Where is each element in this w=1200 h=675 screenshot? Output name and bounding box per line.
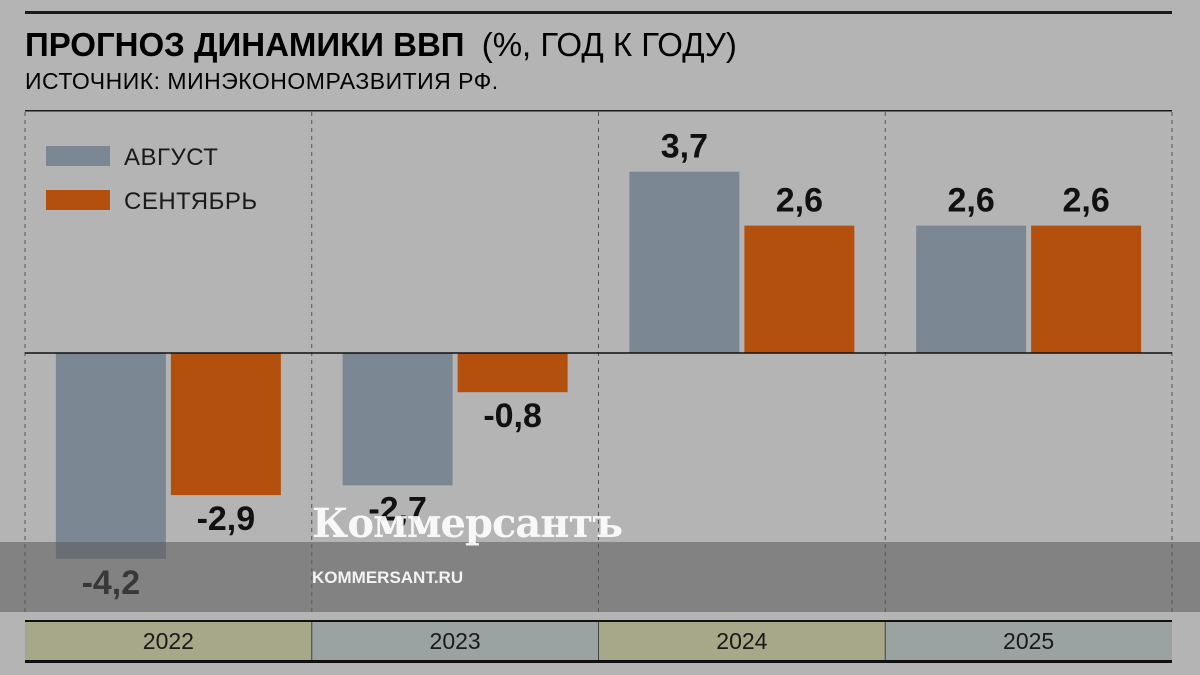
bar-2023-september bbox=[457, 353, 568, 393]
bar-2022-august bbox=[55, 353, 166, 559]
bar-2023-august bbox=[342, 353, 453, 486]
bar-value-label: 3,7 bbox=[661, 128, 708, 166]
x-tick-label: 2022 bbox=[143, 628, 194, 654]
bar-2022-september bbox=[170, 353, 281, 496]
legend-swatch-september bbox=[46, 190, 110, 210]
top-rule bbox=[25, 11, 1172, 14]
category-cell-2024 bbox=[598, 622, 886, 660]
x-tick-label: 2024 bbox=[716, 628, 767, 654]
bar-2024-august bbox=[629, 171, 740, 353]
bar-value-label: 2,6 bbox=[776, 182, 823, 220]
x-tick-label: 2025 bbox=[1003, 628, 1054, 654]
category-strip-bottom-rule bbox=[25, 660, 1172, 663]
legend-swatch-august bbox=[46, 146, 110, 166]
bar-value-label: 2,6 bbox=[947, 182, 994, 220]
bar-value-label: -2,9 bbox=[197, 500, 256, 538]
chart-title-unit: (%, ГОД К ГОДУ) bbox=[482, 26, 737, 63]
chart-source: ИСТОЧНИК: МИНЭКОНОМРАЗВИТИЯ РФ. bbox=[25, 68, 499, 94]
bar-2025-august bbox=[916, 225, 1027, 353]
watermark-url: KOMMERSANT.RU bbox=[312, 568, 464, 587]
bar-2025-september bbox=[1031, 225, 1142, 353]
bar-2024-september bbox=[744, 225, 855, 353]
plot-area: -4,2-2,9-2,7-0,83,72,62,62,6202220232024… bbox=[24, 112, 1173, 663]
header-rule bbox=[25, 110, 1172, 112]
category-strip-top-rule bbox=[25, 620, 1172, 622]
watermark-band bbox=[0, 542, 1200, 612]
bar-value-label: -2,7 bbox=[368, 490, 427, 528]
category-cell-2023 bbox=[311, 622, 599, 660]
watermark-logo: Коммерсантъ bbox=[312, 500, 623, 547]
legend-label-september: СЕНТЯБРЬ bbox=[124, 188, 258, 215]
x-tick-label: 2023 bbox=[430, 628, 481, 654]
bar-value-label: -0,8 bbox=[483, 397, 542, 435]
category-cell-2025 bbox=[885, 622, 1172, 660]
category-cell-2022 bbox=[25, 622, 312, 660]
chart-title: ПРОГНОЗ ДИНАМИКИ ВВП (%, ГОД К ГОДУ) bbox=[25, 26, 737, 63]
chart-title-main: ПРОГНОЗ ДИНАМИКИ ВВП bbox=[25, 26, 465, 63]
legend-label-august: АВГУСТ bbox=[124, 144, 218, 171]
bar-value-label: 2,6 bbox=[1062, 182, 1109, 220]
